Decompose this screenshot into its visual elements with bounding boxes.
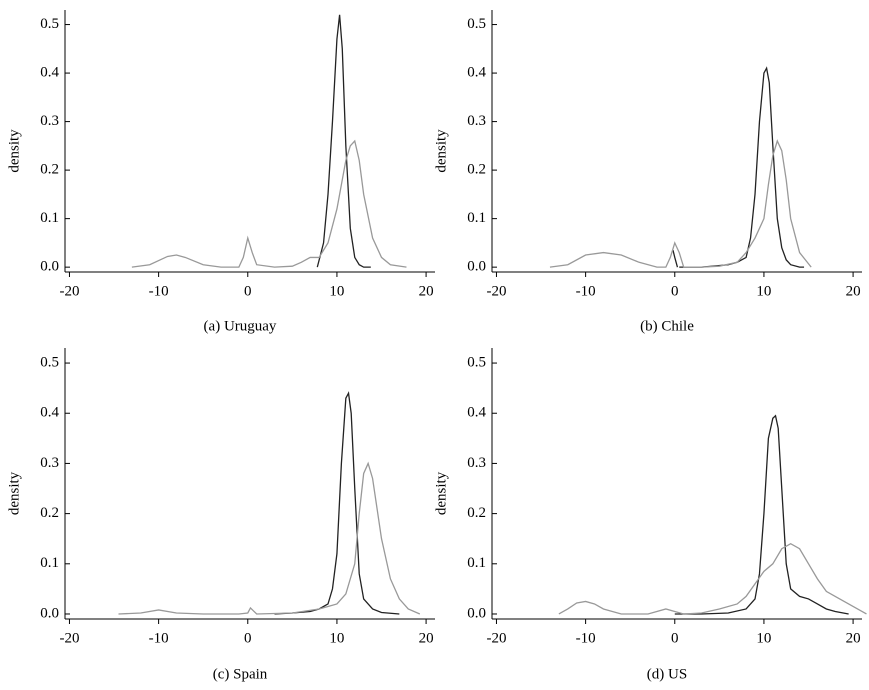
y-tick-label: 0.4	[40, 405, 59, 421]
y-axis-label: density	[6, 129, 22, 173]
x-tick-label: 0	[244, 630, 252, 646]
y-tick-label: 0.5	[40, 16, 59, 32]
density-line	[316, 14, 371, 268]
y-tick-label: 0.0	[467, 605, 486, 621]
density-line	[118, 461, 421, 615]
y-tick-label: 0.4	[467, 405, 486, 421]
x-tick-label: 20	[846, 283, 861, 299]
caption: (a) Uruguay	[204, 318, 277, 334]
y-tick-label: 0.3	[40, 113, 59, 129]
caption: (d) US	[647, 666, 687, 682]
x-tick-label: -10	[149, 283, 169, 299]
x-tick-label: -10	[149, 630, 169, 646]
x-tick-label: 20	[846, 630, 861, 646]
y-tick-label: 0.0	[40, 259, 59, 275]
x-tick-label: 10	[329, 630, 344, 646]
y-tick-label: 0.3	[467, 113, 486, 129]
x-tick-label: -10	[576, 283, 596, 299]
y-tick-label: 0.5	[467, 16, 486, 32]
x-tick-label: 10	[756, 630, 771, 646]
y-tick-label: 0.0	[467, 259, 486, 275]
y-tick-label: 0.4	[467, 65, 486, 81]
y-tick-label: 0.2	[40, 505, 59, 521]
x-tick-label: -20	[59, 630, 79, 646]
x-tick-label: -20	[486, 630, 506, 646]
x-tick-label: -20	[486, 283, 506, 299]
y-tick-label: 0.3	[467, 455, 486, 471]
density-line	[558, 542, 867, 615]
caption: (b) Chile	[640, 318, 694, 334]
y-tick-label: 0.2	[467, 505, 486, 521]
y-tick-label: 0.2	[467, 162, 486, 178]
y-tick-label: 0.5	[467, 354, 486, 370]
y-axis-label: density	[433, 129, 449, 173]
x-tick-label: 10	[756, 283, 771, 299]
y-tick-label: 0.4	[40, 65, 59, 81]
x-tick-label: 20	[419, 283, 434, 299]
y-tick-label: 0.1	[467, 210, 486, 226]
x-tick-label: -20	[59, 283, 79, 299]
caption: (c) Spain	[213, 666, 268, 682]
density-line	[674, 414, 849, 615]
x-tick-label: 0	[671, 283, 679, 299]
y-tick-label: 0.3	[40, 455, 59, 471]
y-tick-label: 0.0	[40, 605, 59, 621]
y-tick-label: 0.1	[40, 210, 59, 226]
y-tick-label: 0.2	[40, 162, 59, 178]
x-tick-label: 20	[419, 630, 434, 646]
x-tick-label: -10	[576, 630, 596, 646]
density-line	[274, 391, 400, 615]
y-tick-label: 0.1	[467, 555, 486, 571]
x-tick-label: 10	[329, 283, 344, 299]
x-tick-label: 0	[244, 283, 252, 299]
y-tick-label: 0.1	[40, 555, 59, 571]
y-axis-label: density	[433, 471, 449, 515]
y-tick-label: 0.5	[40, 354, 59, 370]
y-axis-label: density	[6, 471, 22, 515]
x-tick-label: 0	[671, 630, 679, 646]
density-line	[549, 139, 812, 268]
density-line	[131, 139, 407, 268]
